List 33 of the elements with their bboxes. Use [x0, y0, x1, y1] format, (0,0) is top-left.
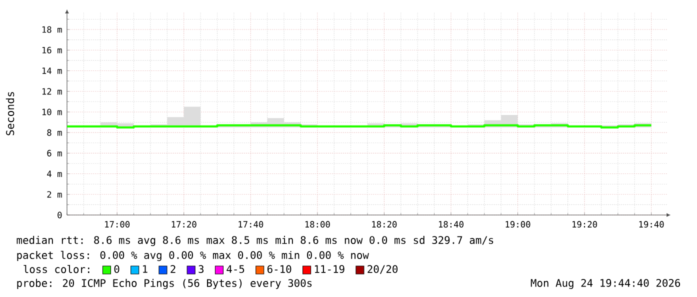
legend-label: 1: [143, 265, 148, 273]
x-tick-label: 17:20: [172, 221, 196, 228]
y-tick-label: 0: [58, 212, 62, 218]
text: probe: 20 ICMP Echo Pings (56 Bytes) every 300s: [17, 278, 312, 290]
x-tick-label: 19:40: [639, 221, 664, 228]
y-tick-label: 6 m: [47, 150, 62, 156]
legend-label: 2: [170, 265, 176, 273]
x-tick-label: 19:00: [506, 221, 530, 228]
x-tick-label: 19:20: [572, 221, 597, 228]
legend-label: 11-19: [314, 265, 344, 274]
legend-title: loss color:: [24, 265, 90, 274]
text: median rtt: 8.6 ms avg 8.6 ms max 8.5 ms min 8.6 ms now 0.0 ms sd 329.7 am/s: [16, 236, 494, 246]
legend-label: 3: [198, 265, 204, 274]
y-tick-label: 2 m: [47, 191, 62, 198]
y-tick-label: 12 m: [42, 88, 62, 95]
legend-label: 6-10: [267, 265, 292, 274]
y-axis-title: Seconds: [6, 92, 14, 136]
text: Mon Aug 24 19:44:40 2026: [530, 279, 680, 289]
x-tick-label: 17:00: [105, 221, 130, 228]
y-tick-label: 16 m: [42, 46, 62, 54]
y-tick-label: 10 m: [42, 108, 62, 116]
legend-label: 20/20: [368, 265, 398, 274]
y-tick-label: 4 m: [47, 170, 62, 177]
legend-label: 4-5: [226, 265, 244, 273]
x-tick-label: 18:20: [372, 221, 397, 228]
legend-label: 0: [114, 265, 120, 274]
x-tick-label: 18:00: [305, 221, 330, 228]
y-tick-label: 18 m: [42, 26, 62, 33]
text: packet loss: 0.00 % avg 0.00 % max 0.00 % min 0.00 % now: [17, 250, 369, 262]
x-tick-label: 17:40: [238, 221, 264, 228]
y-tick-label: 14 m: [42, 68, 62, 74]
x-tick-label: 18:40: [438, 221, 464, 228]
y-tick-label: 8 m: [47, 129, 62, 136]
